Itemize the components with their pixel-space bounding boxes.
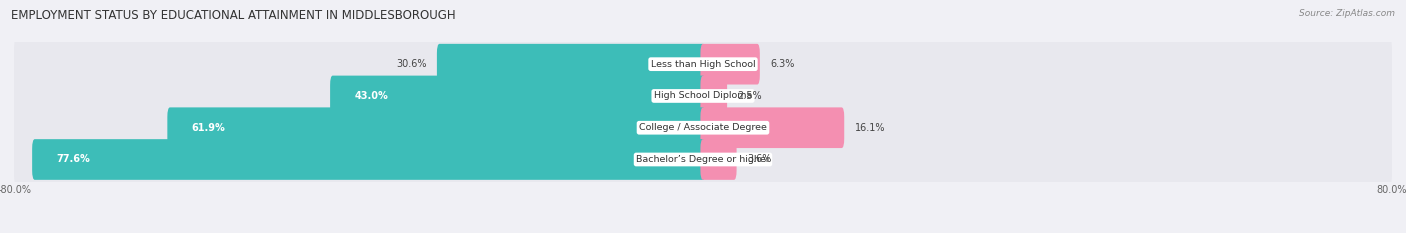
Text: EMPLOYMENT STATUS BY EDUCATIONAL ATTAINMENT IN MIDDLESBOROUGH: EMPLOYMENT STATUS BY EDUCATIONAL ATTAINM… [11,9,456,22]
Text: 16.1%: 16.1% [855,123,884,133]
Text: 6.3%: 6.3% [770,59,794,69]
Text: High School Diploma: High School Diploma [654,92,752,100]
Text: Less than High School: Less than High School [651,60,755,69]
Text: 43.0%: 43.0% [354,91,388,101]
Text: 61.9%: 61.9% [191,123,225,133]
FancyBboxPatch shape [32,139,706,180]
Text: 2.5%: 2.5% [738,91,762,101]
Text: 30.6%: 30.6% [396,59,426,69]
FancyBboxPatch shape [14,98,1392,158]
FancyBboxPatch shape [700,76,727,116]
Text: 77.6%: 77.6% [56,154,90,164]
Text: Source: ZipAtlas.com: Source: ZipAtlas.com [1299,9,1395,18]
FancyBboxPatch shape [437,44,706,85]
FancyBboxPatch shape [14,34,1392,94]
Text: College / Associate Degree: College / Associate Degree [640,123,766,132]
FancyBboxPatch shape [167,107,706,148]
FancyBboxPatch shape [14,66,1392,126]
FancyBboxPatch shape [700,139,737,180]
Text: Bachelor’s Degree or higher: Bachelor’s Degree or higher [636,155,770,164]
FancyBboxPatch shape [700,44,759,85]
Legend: In Labor Force, Unemployed: In Labor Force, Unemployed [606,231,800,233]
FancyBboxPatch shape [700,107,844,148]
Text: 3.6%: 3.6% [747,154,772,164]
FancyBboxPatch shape [14,130,1392,189]
FancyBboxPatch shape [330,76,706,116]
